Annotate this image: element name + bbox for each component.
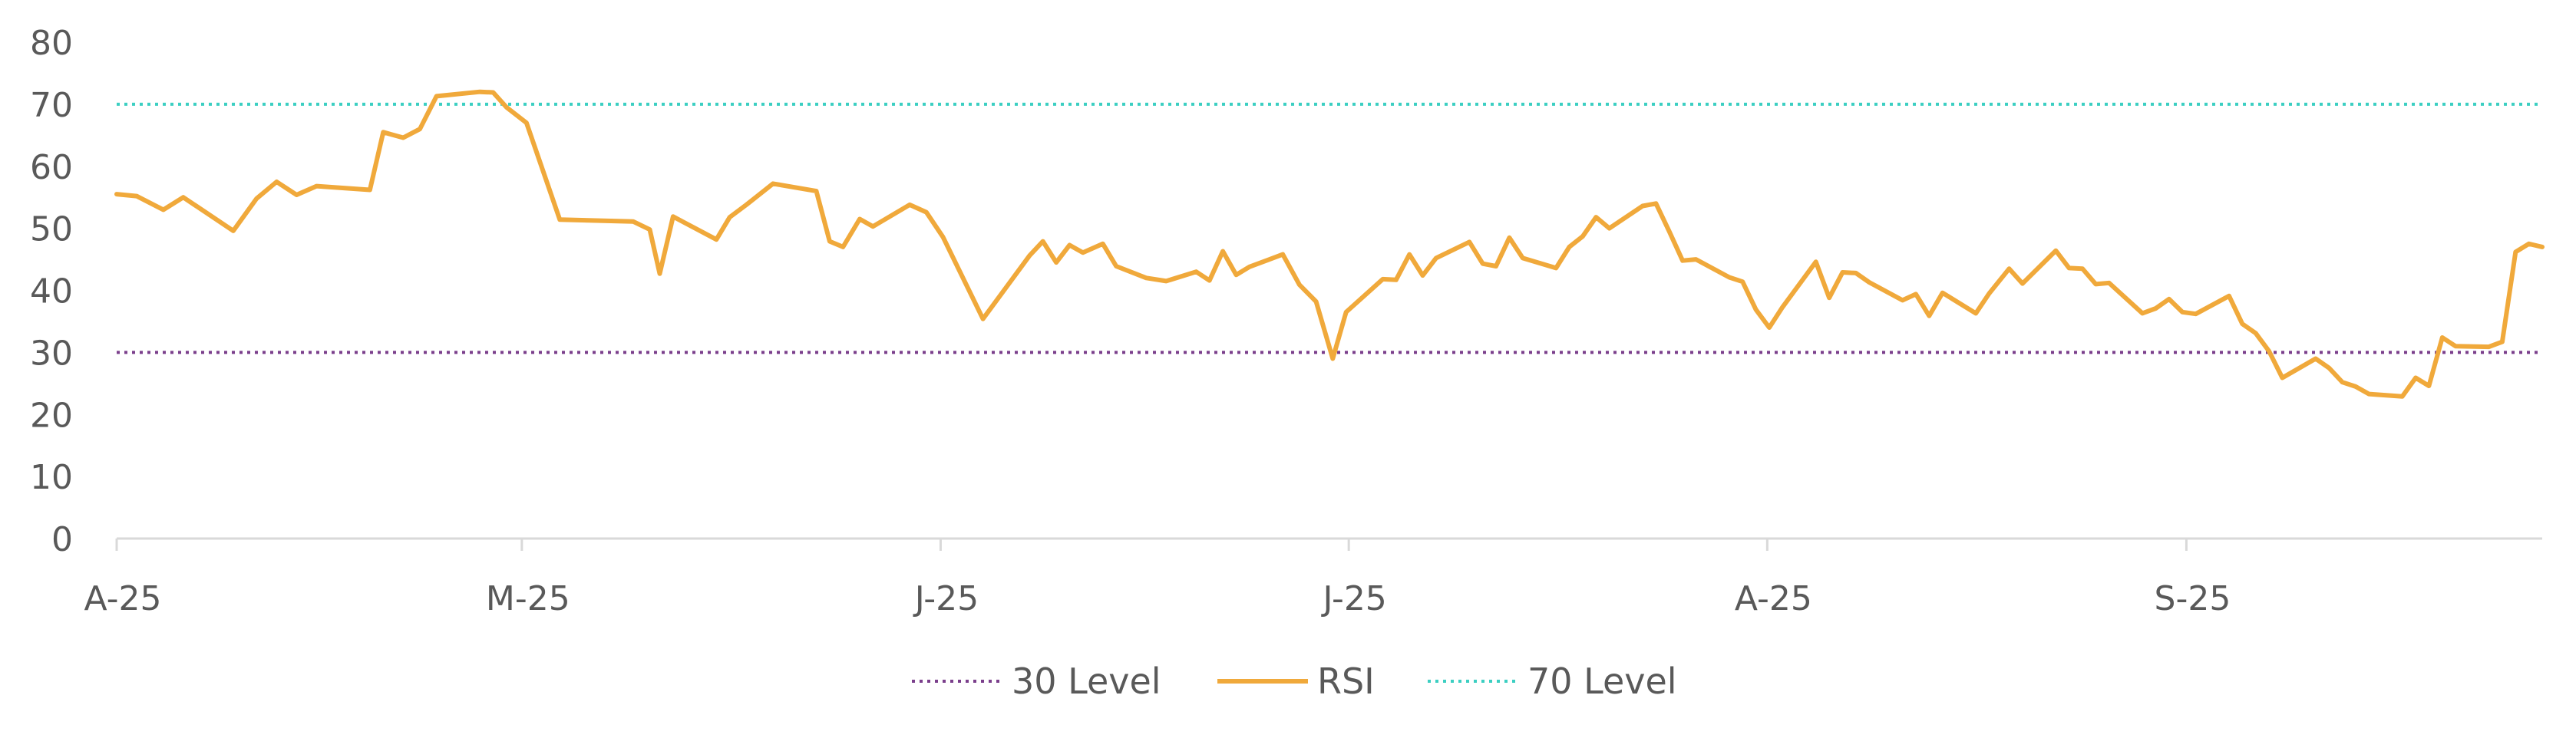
y-tick-label: 20 [30,396,73,435]
y-tick-label: 30 [30,334,73,373]
x-tick-label: A-25 [1735,579,1812,618]
x-tick-label: M-25 [486,579,570,618]
x-tick-label: S-25 [2155,579,2231,618]
legend: 30 Level RSI 70 Level [912,661,1677,702]
rsi-line [114,89,2545,399]
reference-lines [117,102,2542,354]
y-tick-label: 60 [30,148,73,187]
y-tick-label: 80 [30,24,73,63]
legend-30-level-label: 30 Level [1012,661,1161,702]
x-axis: A-25 M-25 J-25 J-25 A-25 S-25 [84,537,2542,618]
y-tick-label: 40 [30,272,73,311]
x-tick-label: J-25 [1321,579,1387,618]
y-tick-label: 10 [30,458,73,497]
y-tick-label: 50 [30,210,73,249]
rsi-series [114,89,2545,399]
y-axis: 0 10 20 30 40 50 60 70 80 [30,24,73,559]
legend-rsi-label: RSI [1317,661,1375,702]
y-tick-label: 70 [30,86,73,125]
x-tick-label: J-25 [913,579,979,618]
x-tick-label: A-25 [84,579,162,618]
legend-70-level-label: 70 Level [1527,661,1677,702]
y-tick-label: 0 [51,520,73,559]
